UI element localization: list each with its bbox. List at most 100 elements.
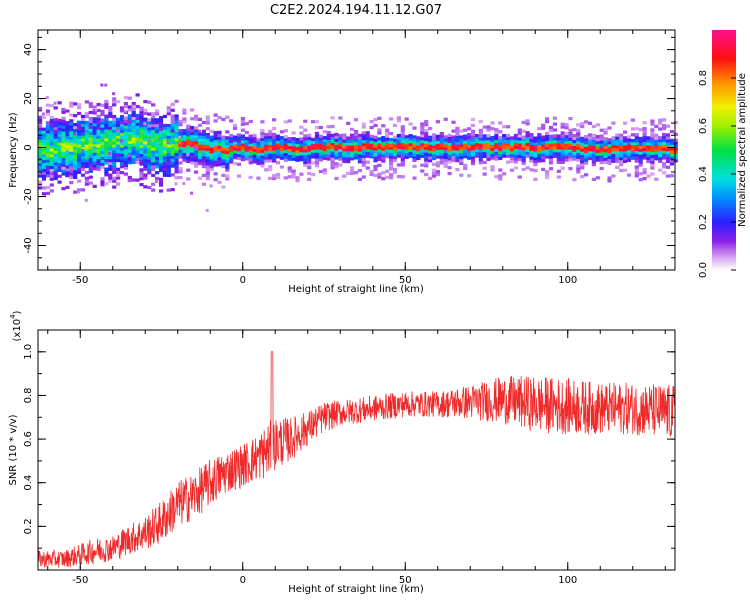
heatmap-cell <box>658 153 663 157</box>
heatmap-cell <box>623 151 628 155</box>
heatmap-cell <box>322 139 327 143</box>
heatmap-cell <box>350 148 355 152</box>
heatmap-cell <box>541 123 546 127</box>
heatmap-cell <box>318 152 323 156</box>
heatmap-cell <box>170 117 175 121</box>
heatmap-cell <box>451 135 456 139</box>
heatmap-cell <box>252 139 257 143</box>
heatmap-cell <box>92 109 96 113</box>
heatmap-cell <box>509 142 515 146</box>
heatmap-cell <box>116 128 119 132</box>
heatmap-cell <box>264 133 269 137</box>
heatmap-cell <box>112 147 117 151</box>
heatmap-cell <box>615 157 620 161</box>
snr-multiplier: (x104) <box>9 310 23 341</box>
heatmap-cell <box>389 164 394 168</box>
heatmap-cell <box>88 116 93 120</box>
heatmap-cell <box>112 132 117 136</box>
y-tick-label: 0.4 <box>23 475 34 491</box>
heatmap-cell <box>533 136 538 140</box>
heatmap-cell <box>80 123 86 127</box>
heatmap-cell <box>412 155 417 160</box>
heatmap-cell <box>607 126 612 130</box>
heatmap-cell <box>463 140 468 144</box>
heatmap-cell <box>576 167 581 171</box>
heatmap-cell <box>119 159 125 163</box>
heatmap-cell <box>41 142 47 146</box>
heatmap-cell <box>385 140 390 144</box>
heatmap-cell <box>240 128 245 132</box>
heatmap-cell <box>217 154 222 158</box>
heatmap-cell <box>260 129 265 133</box>
heatmap-cell <box>209 150 214 154</box>
heatmap-cell <box>104 158 109 162</box>
heatmap-cell <box>155 179 158 183</box>
heatmap-cell <box>268 165 273 169</box>
heatmap-cell <box>127 175 132 180</box>
heatmap-cell <box>470 162 476 166</box>
heatmap-cell <box>178 135 182 139</box>
heatmap-cell <box>623 156 628 161</box>
heatmap-cell <box>291 137 296 141</box>
heatmap-cell <box>443 117 448 121</box>
heatmap-cell <box>455 135 460 139</box>
heatmap-cell <box>201 129 206 133</box>
heatmap-cell <box>603 148 608 153</box>
heatmap-cell <box>182 111 187 115</box>
heatmap-cell <box>509 168 515 172</box>
heatmap-cell <box>147 127 152 131</box>
heatmap-cell <box>607 179 612 183</box>
heatmap-cell <box>127 154 131 157</box>
heatmap-cell <box>537 141 542 145</box>
heatmap-cell <box>599 128 604 132</box>
heatmap-cell <box>533 168 538 173</box>
heatmap-cell <box>217 136 222 140</box>
heatmap-cell <box>119 115 125 119</box>
heatmap-cell <box>158 183 164 187</box>
heatmap-cell <box>611 156 616 160</box>
heatmap-cell <box>521 150 526 154</box>
heatmap-cell <box>158 165 164 170</box>
heatmap-cell <box>182 146 187 150</box>
heatmap-cell <box>435 140 440 144</box>
heatmap-cell <box>416 151 421 155</box>
heatmap-cell <box>650 122 655 126</box>
heatmap-cell <box>38 159 43 163</box>
heatmap-cell <box>162 159 167 163</box>
heatmap-cell <box>38 106 43 111</box>
heatmap-cell <box>41 139 47 143</box>
heatmap-cell <box>45 133 50 137</box>
heatmap-cell <box>408 154 413 158</box>
heatmap-cell <box>474 154 479 158</box>
heatmap-cell <box>209 138 214 142</box>
heatmap-cell <box>108 173 113 177</box>
heatmap-cell <box>190 131 195 136</box>
heatmap-cell <box>283 149 288 153</box>
heatmap-cell <box>451 150 456 154</box>
heatmap-cell <box>260 155 265 159</box>
heatmap-cell <box>166 106 171 110</box>
heatmap-cell <box>194 164 199 168</box>
heatmap-cell <box>396 133 401 138</box>
heatmap-cell <box>57 118 62 122</box>
heatmap-cell <box>112 153 117 157</box>
heatmap-cell <box>151 132 156 136</box>
heatmap-cell <box>88 175 93 179</box>
heatmap-cell <box>584 120 589 124</box>
heatmap-cell <box>318 143 323 147</box>
heatmap-cell <box>404 117 409 121</box>
heatmap-cell <box>272 138 277 142</box>
heatmap-cell <box>69 133 74 138</box>
heatmap-cell <box>334 147 339 151</box>
heatmap-cell <box>572 134 577 138</box>
heatmap-cell <box>638 145 643 149</box>
heatmap-cell <box>248 134 253 138</box>
heatmap-cell <box>642 135 647 139</box>
heatmap-cell <box>287 142 292 147</box>
heatmap-cell <box>482 137 487 141</box>
heatmap-cell <box>385 149 390 153</box>
heatmap-cell <box>342 145 347 149</box>
heatmap-cell <box>525 142 530 146</box>
heatmap-cell <box>311 173 316 177</box>
heatmap-cell <box>603 140 608 144</box>
